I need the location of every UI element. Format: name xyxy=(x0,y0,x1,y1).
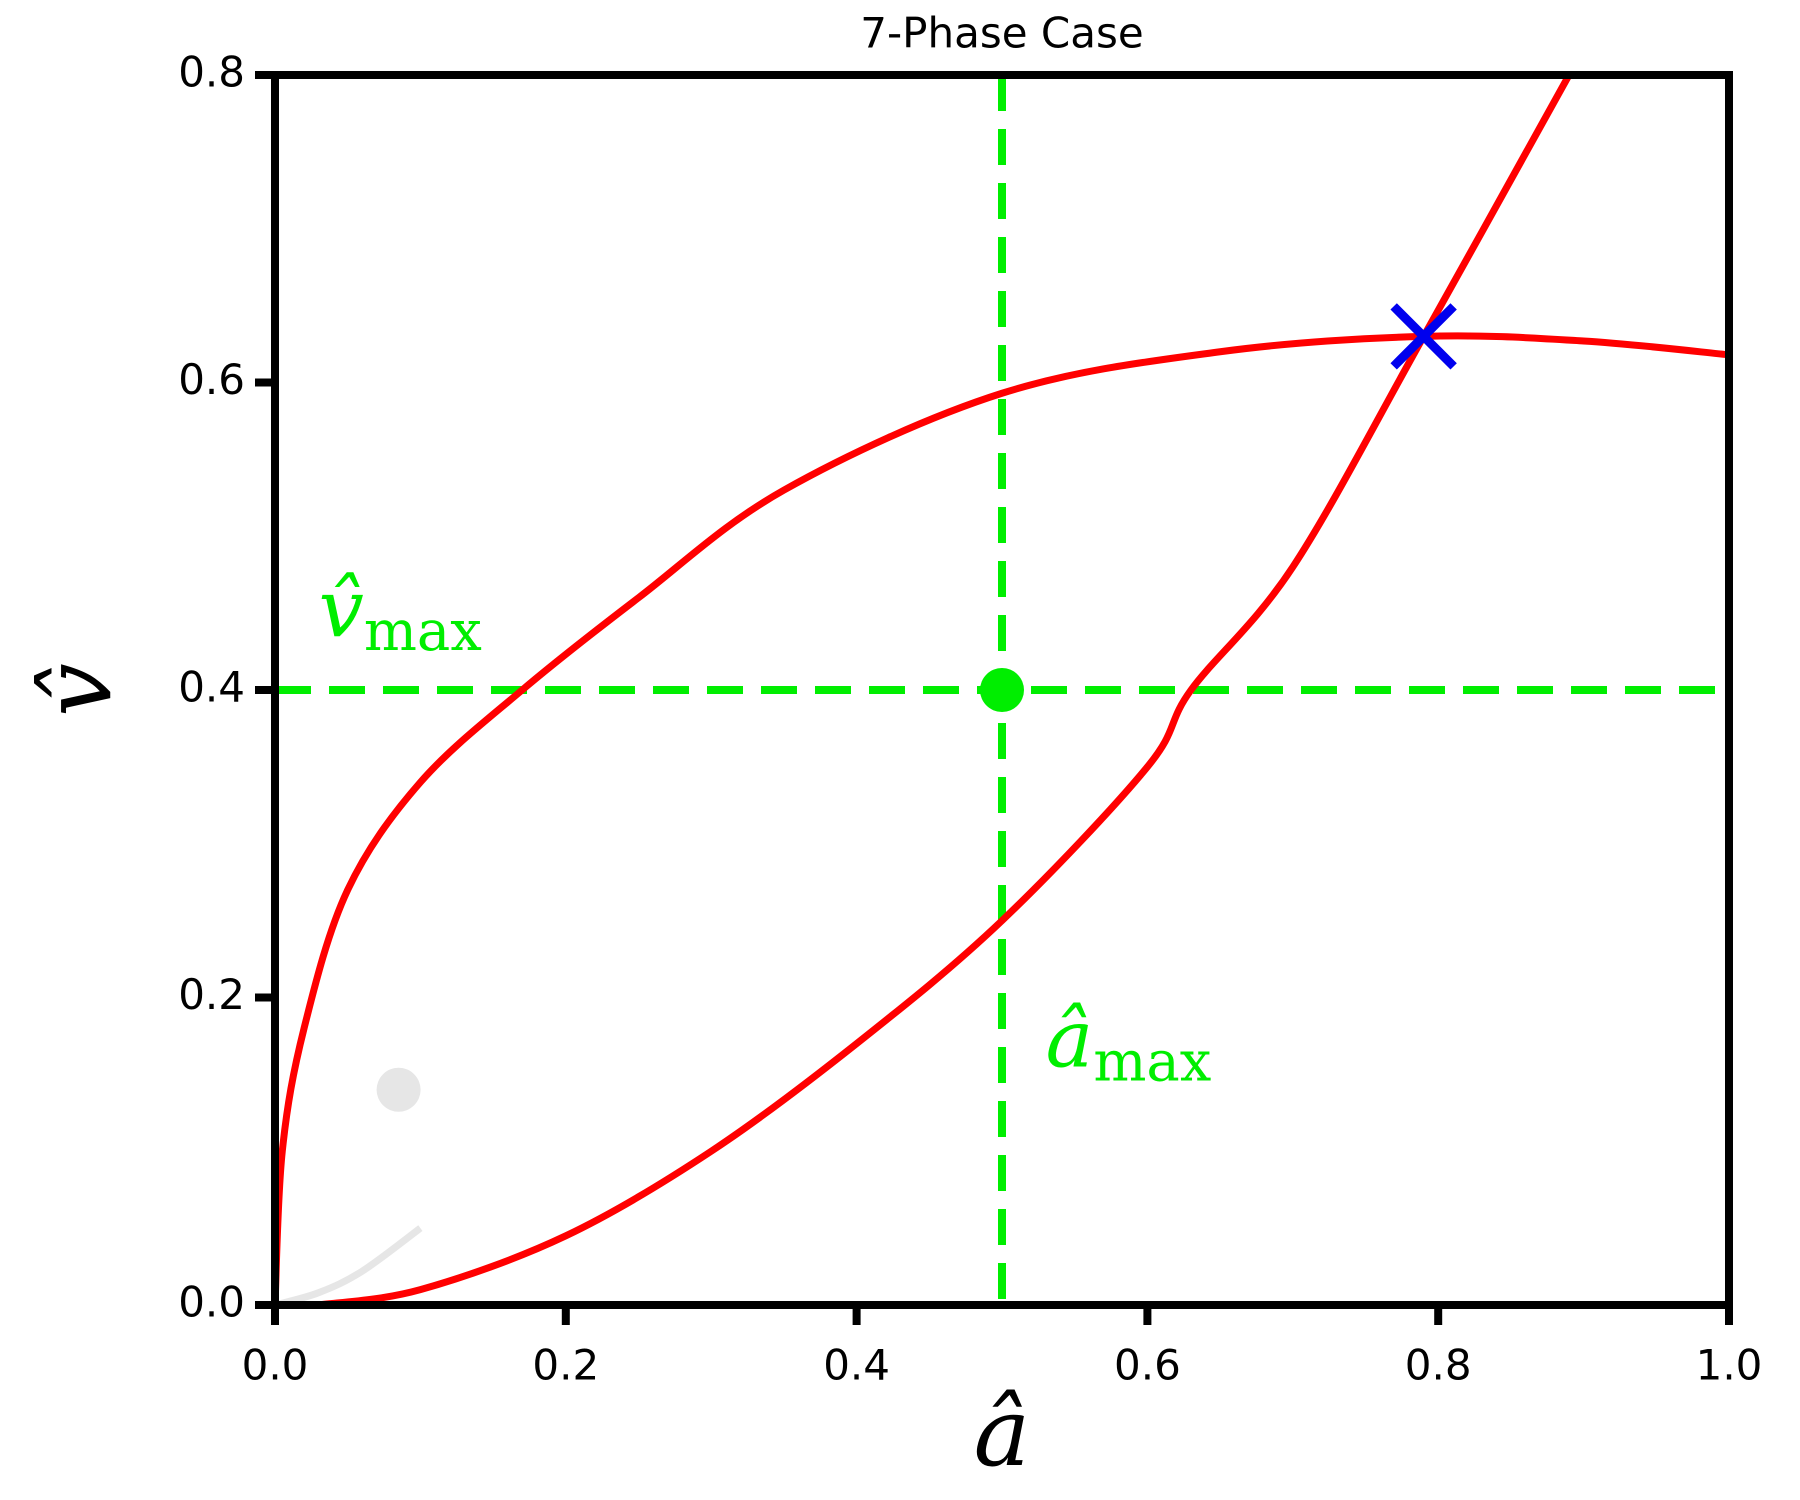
annotation-subscript: max xyxy=(364,599,482,664)
x-tick-label: 0.4 xyxy=(823,1341,890,1390)
cross-stroke xyxy=(1390,303,1457,370)
cross-marker xyxy=(1390,303,1457,370)
y-tick-label: 0.4 xyxy=(178,663,245,712)
x-tick-label: 1.0 xyxy=(1696,1341,1763,1390)
x-tick-label: 0.8 xyxy=(1405,1341,1472,1390)
point-marker xyxy=(376,1067,421,1112)
data-line xyxy=(318,75,1573,1305)
x-tick-label: 0.6 xyxy=(1114,1341,1181,1390)
x-axis-label: â xyxy=(974,1378,1031,1488)
annotation-symbol: â xyxy=(1046,993,1094,1086)
data-line xyxy=(275,1225,423,1305)
y-tick-label: 0.6 xyxy=(178,355,245,404)
plot-area xyxy=(275,75,1729,1305)
annotation: âmax xyxy=(1046,993,1212,1095)
y-tick-label: 0.8 xyxy=(178,48,245,97)
x-tick-label: 0.0 xyxy=(242,1341,309,1390)
chart-title: 7-Phase Case xyxy=(860,9,1143,58)
annotation-symbol: v̂ xyxy=(319,562,364,655)
y-tick-label: 0.2 xyxy=(178,970,245,1019)
y-axis-label: v̂ xyxy=(23,663,133,717)
annotation: v̂max xyxy=(319,562,482,664)
x-tick-label: 0.2 xyxy=(532,1341,599,1390)
y-tick-label: 0.0 xyxy=(178,1278,245,1327)
point-marker xyxy=(980,668,1024,712)
annotation-subscript: max xyxy=(1093,1030,1211,1095)
